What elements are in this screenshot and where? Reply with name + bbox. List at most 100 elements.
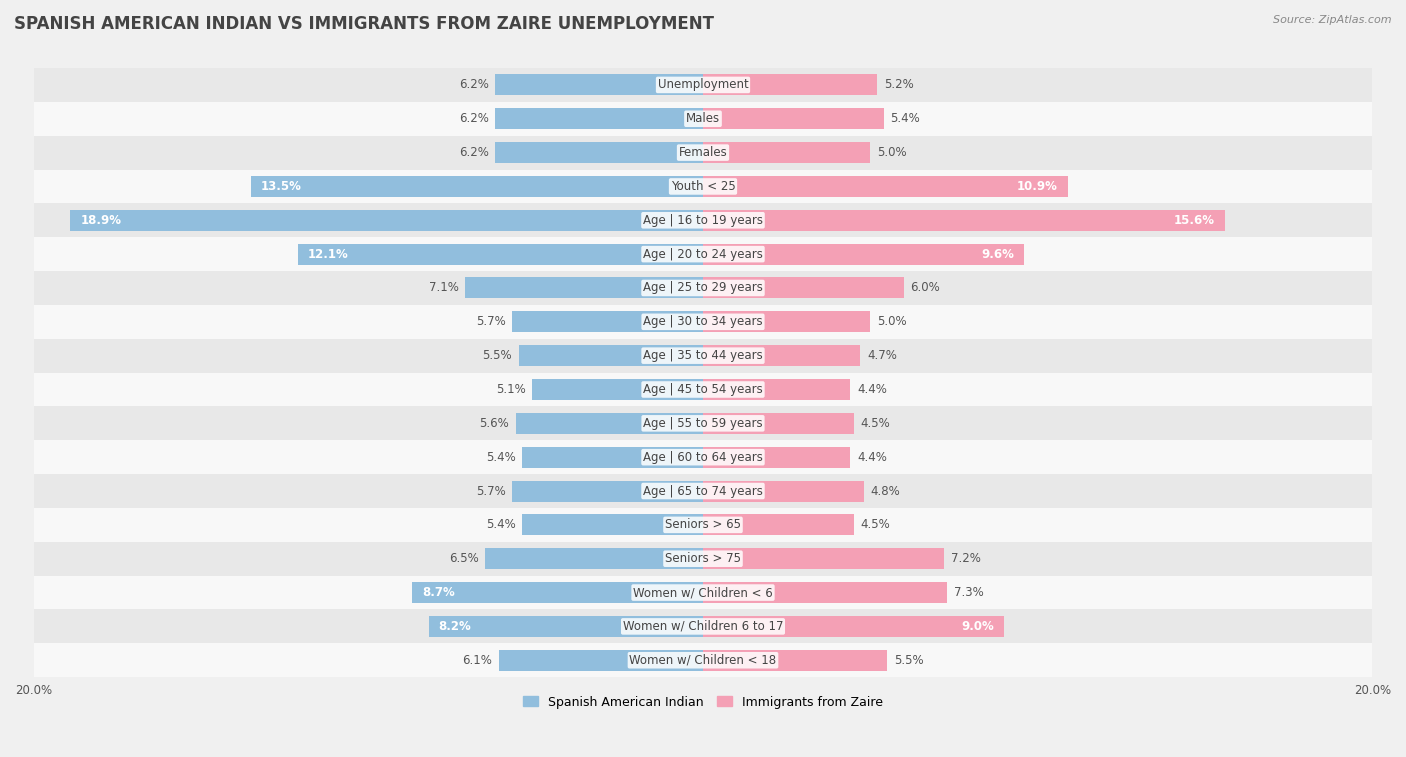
Bar xyxy=(703,481,863,502)
Bar xyxy=(522,515,703,535)
Text: 10.9%: 10.9% xyxy=(1017,180,1057,193)
Text: 4.4%: 4.4% xyxy=(858,383,887,396)
Bar xyxy=(512,311,703,332)
Legend: Spanish American Indian, Immigrants from Zaire: Spanish American Indian, Immigrants from… xyxy=(519,690,887,714)
Bar xyxy=(495,142,703,163)
Bar xyxy=(34,102,1372,136)
Bar xyxy=(485,548,703,569)
Text: 12.1%: 12.1% xyxy=(308,248,349,260)
Text: 5.7%: 5.7% xyxy=(475,484,506,497)
Text: 6.0%: 6.0% xyxy=(911,282,941,294)
Text: 8.2%: 8.2% xyxy=(439,620,471,633)
Bar xyxy=(703,278,904,298)
Text: Women w/ Children < 6: Women w/ Children < 6 xyxy=(633,586,773,599)
Text: 5.4%: 5.4% xyxy=(486,519,516,531)
Text: 5.1%: 5.1% xyxy=(496,383,526,396)
Bar xyxy=(34,271,1372,305)
Text: Age | 35 to 44 years: Age | 35 to 44 years xyxy=(643,349,763,362)
Bar xyxy=(703,515,853,535)
Text: 13.5%: 13.5% xyxy=(262,180,302,193)
Bar xyxy=(512,481,703,502)
Bar xyxy=(34,474,1372,508)
Bar xyxy=(34,441,1372,474)
Text: SPANISH AMERICAN INDIAN VS IMMIGRANTS FROM ZAIRE UNEMPLOYMENT: SPANISH AMERICAN INDIAN VS IMMIGRANTS FR… xyxy=(14,15,714,33)
Text: 6.2%: 6.2% xyxy=(458,112,489,125)
Bar xyxy=(34,68,1372,102)
Text: Youth < 25: Youth < 25 xyxy=(671,180,735,193)
Bar xyxy=(703,311,870,332)
Text: 4.7%: 4.7% xyxy=(868,349,897,362)
Text: 5.0%: 5.0% xyxy=(877,316,907,329)
Text: 9.0%: 9.0% xyxy=(962,620,994,633)
Text: Age | 30 to 34 years: Age | 30 to 34 years xyxy=(643,316,763,329)
Text: Age | 25 to 29 years: Age | 25 to 29 years xyxy=(643,282,763,294)
Text: Age | 60 to 64 years: Age | 60 to 64 years xyxy=(643,450,763,464)
Text: 5.5%: 5.5% xyxy=(894,654,924,667)
Text: 6.1%: 6.1% xyxy=(463,654,492,667)
Text: 9.6%: 9.6% xyxy=(981,248,1014,260)
Bar xyxy=(703,447,851,468)
Text: 4.5%: 4.5% xyxy=(860,417,890,430)
Text: Males: Males xyxy=(686,112,720,125)
Text: Females: Females xyxy=(679,146,727,159)
Bar xyxy=(703,108,884,129)
Text: Women w/ Children < 18: Women w/ Children < 18 xyxy=(630,654,776,667)
Bar xyxy=(495,74,703,95)
Bar xyxy=(703,548,943,569)
Text: 6.2%: 6.2% xyxy=(458,146,489,159)
Text: Age | 20 to 24 years: Age | 20 to 24 years xyxy=(643,248,763,260)
Bar xyxy=(703,176,1067,197)
Bar xyxy=(519,345,703,366)
Text: 4.4%: 4.4% xyxy=(858,450,887,464)
Text: 5.4%: 5.4% xyxy=(890,112,920,125)
Text: Seniors > 75: Seniors > 75 xyxy=(665,552,741,565)
Bar xyxy=(703,244,1025,265)
Text: Unemployment: Unemployment xyxy=(658,79,748,92)
Bar xyxy=(34,338,1372,372)
Text: 4.8%: 4.8% xyxy=(870,484,900,497)
Bar xyxy=(703,413,853,434)
Bar xyxy=(429,616,703,637)
Text: 7.2%: 7.2% xyxy=(950,552,980,565)
Bar xyxy=(703,74,877,95)
Bar xyxy=(34,305,1372,338)
Text: 5.6%: 5.6% xyxy=(479,417,509,430)
Bar xyxy=(516,413,703,434)
Text: Age | 16 to 19 years: Age | 16 to 19 years xyxy=(643,213,763,227)
Text: 5.5%: 5.5% xyxy=(482,349,512,362)
Bar xyxy=(34,237,1372,271)
Text: Age | 55 to 59 years: Age | 55 to 59 years xyxy=(643,417,763,430)
Bar xyxy=(34,204,1372,237)
Text: 7.1%: 7.1% xyxy=(429,282,458,294)
Text: Women w/ Children 6 to 17: Women w/ Children 6 to 17 xyxy=(623,620,783,633)
Bar xyxy=(34,575,1372,609)
Bar xyxy=(34,372,1372,407)
Text: 15.6%: 15.6% xyxy=(1174,213,1215,227)
Bar xyxy=(70,210,703,231)
Text: 5.4%: 5.4% xyxy=(486,450,516,464)
Text: 8.7%: 8.7% xyxy=(422,586,454,599)
Text: 7.3%: 7.3% xyxy=(955,586,984,599)
Bar xyxy=(533,379,703,400)
Text: 18.9%: 18.9% xyxy=(80,213,121,227)
Text: 5.2%: 5.2% xyxy=(884,79,914,92)
Text: 5.7%: 5.7% xyxy=(475,316,506,329)
Text: Age | 65 to 74 years: Age | 65 to 74 years xyxy=(643,484,763,497)
Bar xyxy=(703,210,1225,231)
Bar xyxy=(412,582,703,603)
Bar xyxy=(34,508,1372,542)
Bar xyxy=(703,379,851,400)
Text: 5.0%: 5.0% xyxy=(877,146,907,159)
Bar xyxy=(522,447,703,468)
Bar xyxy=(495,108,703,129)
Bar xyxy=(34,542,1372,575)
Text: 4.5%: 4.5% xyxy=(860,519,890,531)
Text: Seniors > 65: Seniors > 65 xyxy=(665,519,741,531)
Bar xyxy=(499,650,703,671)
Text: Age | 45 to 54 years: Age | 45 to 54 years xyxy=(643,383,763,396)
Bar xyxy=(298,244,703,265)
Bar xyxy=(34,136,1372,170)
Bar xyxy=(34,170,1372,204)
Bar xyxy=(703,582,948,603)
Bar xyxy=(703,142,870,163)
